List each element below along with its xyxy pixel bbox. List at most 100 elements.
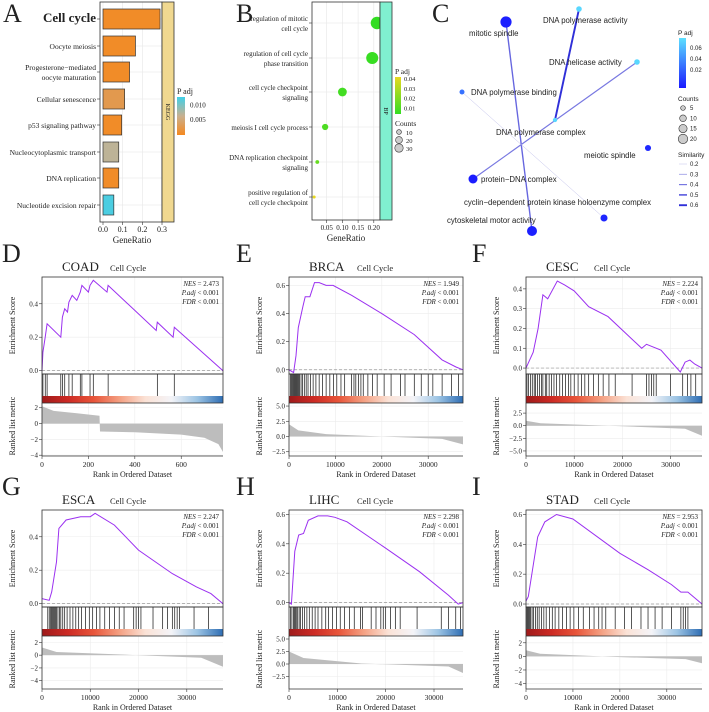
category-label: p53 signaling pathway — [28, 121, 96, 130]
legend-size-circle — [678, 124, 688, 134]
category-label: regulation of mitotic cell cycle — [250, 15, 308, 33]
legend-tick-label: 0.6 — [690, 203, 699, 209]
legend-title: Similarity — [678, 152, 705, 159]
category-label: Oocyte meiosis — [50, 42, 97, 51]
stat-annotation: NES = 2.224 — [661, 280, 698, 288]
stat-annotation: P.adj < 0.001 — [181, 522, 220, 530]
x-axis-label: Rank in Ordered Dataset — [336, 470, 416, 479]
label-line: regulation of mitotic — [250, 15, 308, 23]
x-tick-label: 10000 — [564, 693, 583, 702]
y-tick-label: 0.1 — [513, 345, 522, 353]
bar — [102, 61, 130, 83]
y-tick-label: 2.5 — [276, 648, 285, 656]
stat-name: P.adj — [421, 289, 436, 297]
legend-tick-label: 20 — [406, 138, 413, 145]
node-label: mitotic spindle — [469, 29, 518, 38]
network-node — [634, 59, 640, 65]
x-axis-label: Rank in Ordered Dataset — [574, 470, 654, 479]
y-tick-label: 0.0 — [29, 600, 38, 608]
y-tick-label: −2 — [31, 664, 39, 672]
bar — [102, 114, 123, 136]
label-line: cell cycle checkpoint — [249, 199, 308, 207]
cancer-title: STAD — [546, 492, 579, 507]
gene-set-title: Cell Cycle — [110, 263, 146, 273]
y-tick-label: 5.0 — [276, 403, 285, 411]
y-tick-label: −5.0 — [509, 447, 522, 455]
stat-annotation: NES = 2.473 — [182, 280, 219, 288]
rank-heat-bar — [289, 396, 463, 403]
x-tick-label: 20000 — [613, 460, 632, 469]
legend-title: P adj — [678, 30, 693, 37]
rank-heat-bar — [289, 629, 463, 636]
plot-background — [100, 2, 162, 222]
label-line: Nucleocytoplasmic transport — [10, 148, 97, 157]
dot — [338, 87, 347, 97]
hits-border — [41, 373, 224, 404]
legend-tick-label: 0.06 — [690, 46, 702, 52]
bar — [102, 141, 120, 163]
stat-annotation: NES = 2.298 — [422, 513, 459, 521]
x-tick-label: 30000 — [425, 693, 444, 702]
stat-value: = 2.247 — [198, 513, 220, 521]
rank-heat-bar — [42, 396, 223, 403]
y-axis-label: Ranked list metric — [255, 396, 264, 455]
y-tick-label: 0.4 — [29, 300, 38, 308]
node-label: cytoskeletal motor activity — [447, 216, 536, 225]
y-tick-label: 0.4 — [276, 310, 285, 318]
network-node — [500, 16, 512, 28]
x-tick-label: 0.20 — [368, 224, 381, 232]
y-tick-label: 0.2 — [513, 325, 522, 333]
enrichment-curve — [288, 282, 464, 374]
category-label: Cell cycle — [43, 10, 96, 25]
label-line: DNA replication checkpoint — [229, 154, 308, 162]
label-line: cell cycle — [281, 25, 308, 33]
gene-set-title: Cell Cycle — [110, 496, 146, 506]
y-tick-label: 2 — [35, 639, 39, 647]
legend-size-circle — [395, 136, 403, 144]
y-tick-label: −2.5 — [509, 435, 522, 443]
node-label: meiotic spindle — [584, 151, 636, 160]
y-tick-label: 0.0 — [276, 599, 285, 607]
stat-name: P.adj — [660, 289, 675, 297]
gene-set-title: Cell Cycle — [594, 263, 630, 273]
y-tick-label: 0.6 — [276, 282, 285, 290]
stat-value: < 0.001 — [198, 289, 220, 297]
legend-title: P adj — [395, 67, 410, 76]
y-tick-label: 2 — [519, 639, 523, 647]
legend-tick-label: 30 — [406, 146, 413, 153]
y-tick-label: 0.0 — [276, 366, 285, 374]
stat-value: < 0.001 — [438, 298, 460, 306]
legend-tick-label: 15 — [690, 127, 697, 133]
label-line: oocyte maturation — [42, 73, 97, 82]
x-tick-label: 0.10 — [336, 224, 349, 232]
y-tick-label: 0.4 — [513, 285, 522, 293]
y-tick-label: 2.5 — [513, 410, 522, 418]
y-axis-label: Ranked list metric — [255, 629, 264, 688]
x-tick-label: 0 — [524, 693, 528, 702]
y-tick-label: 0.4 — [513, 541, 522, 549]
category-label: Cellular senescence — [37, 95, 97, 104]
stat-annotation: P.adj < 0.001 — [421, 289, 460, 297]
y-tick-label: 2 — [35, 404, 39, 412]
x-tick-label: 20000 — [129, 693, 148, 702]
x-tick-label: 0 — [40, 693, 44, 702]
label-line: meiosis I cell cycle process — [231, 124, 308, 132]
hits-border — [288, 373, 464, 404]
node-label: cyclin−dependent protein kinase holoenzy… — [464, 198, 651, 207]
legend-size-circle — [677, 133, 689, 144]
y-tick-label: 0.4 — [29, 533, 38, 541]
enrichment-curve — [41, 279, 224, 372]
y-tick-label: −4 — [515, 680, 523, 688]
stat-name: P.adj — [181, 522, 196, 530]
category-label: positive regulation of cell cycle checkpo… — [248, 189, 309, 207]
dot — [366, 51, 379, 65]
panel-label: C — [432, 0, 449, 28]
y-tick-label: 0.4 — [276, 540, 285, 548]
stat-annotation: P.adj < 0.001 — [421, 522, 460, 530]
gene-set-title: Cell Cycle — [357, 496, 393, 506]
ranked-metric-area — [526, 420, 702, 436]
stat-value: < 0.001 — [438, 522, 460, 530]
y-tick-label: 5.0 — [276, 636, 285, 644]
network-node — [459, 89, 465, 95]
